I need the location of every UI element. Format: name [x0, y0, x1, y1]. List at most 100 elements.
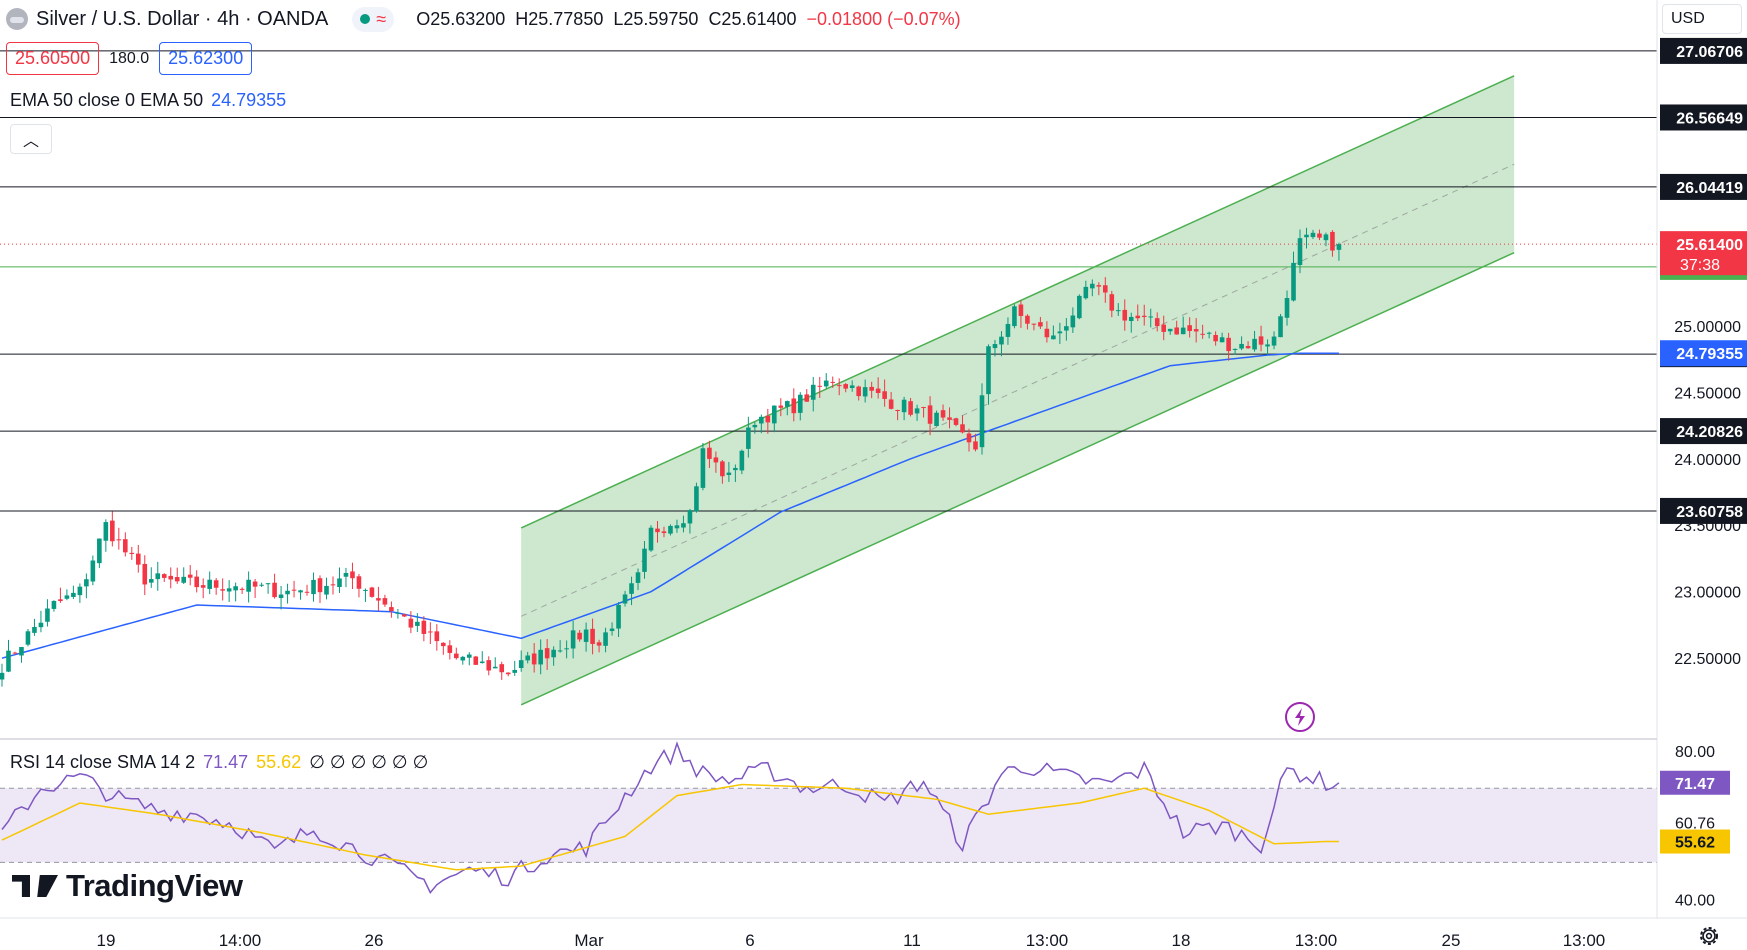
market-open-dot-icon — [360, 14, 371, 24]
candle-body-192 — [1245, 345, 1251, 349]
candle-body-55 — [356, 576, 362, 589]
ema-50-line — [1, 352, 1339, 659]
candle-body-76 — [492, 666, 498, 669]
collapse-legend-button[interactable]: ︿ — [10, 124, 52, 154]
candle-body-133 — [862, 387, 868, 397]
candle-body-66 — [428, 631, 433, 633]
market-status[interactable]: ≈ — [352, 6, 395, 32]
candle-body-194 — [1258, 336, 1264, 345]
level-tag-6: 23.60758 — [1676, 504, 1743, 521]
candle-body-81 — [525, 655, 530, 661]
candle-body-182 — [1180, 327, 1186, 335]
candle-body-197 — [1278, 316, 1283, 338]
tradingview-logo-icon — [12, 873, 58, 899]
spread-value: 180.0 — [109, 49, 150, 67]
candles — [0, 227, 1342, 687]
candle-body-143 — [927, 405, 933, 424]
candle-body-77 — [499, 664, 505, 673]
time-label-0: 19 — [97, 931, 116, 950]
candle-body-28 — [181, 576, 187, 583]
candle-body-128 — [830, 381, 836, 383]
candle-body-120 — [778, 405, 784, 408]
candle-body-119 — [772, 405, 777, 424]
ema-label: EMA 50 close 0 EMA 50 — [10, 90, 204, 110]
candle-body-71 — [460, 656, 466, 661]
candle-body-57 — [369, 587, 375, 597]
time-label-6: 13:00 — [1026, 931, 1069, 950]
candle-body-107 — [694, 486, 699, 512]
ema-value: 24.79355 — [211, 90, 287, 110]
channel-fill — [521, 75, 1515, 705]
candle-body-63 — [408, 618, 414, 628]
candle-body-127 — [823, 380, 829, 387]
candle-body-5 — [32, 626, 37, 633]
rsi-pane — [0, 741, 1657, 894]
candle-body-125 — [810, 384, 816, 400]
ema-legend[interactable]: EMA 50 close 0 EMA 50 24.79355 — [10, 90, 286, 111]
candle-body-87 — [564, 648, 569, 650]
trade-buttons: 25.60500 180.0 25.62300 — [6, 42, 253, 75]
ohlc-values: O25.63200 H25.77850 L25.59750 C25.61400 … — [416, 9, 960, 30]
candle-body-181 — [1174, 327, 1179, 335]
candle-body-153 — [992, 344, 998, 349]
candle-body-161 — [1044, 328, 1050, 338]
candle-body-170 — [1103, 285, 1108, 293]
candle-body-24 — [155, 573, 161, 580]
channel-median-line — [520, 163, 1515, 617]
candle-body-167 — [1083, 286, 1089, 299]
candle-body-2 — [12, 652, 18, 654]
regression-channel — [520, 75, 1515, 706]
rsi-legend[interactable]: RSI 14 close SMA 14 2 71.47 55.62 ∅ ∅ ∅ ∅ ∅… — [10, 752, 428, 773]
symbol-title[interactable]: Silver / U.S. Dollar · 4h · OANDA — [36, 7, 329, 30]
tradingview-logo[interactable]: TradingView — [12, 868, 243, 904]
candle-body-122 — [791, 398, 797, 414]
candle-body-3 — [19, 647, 24, 656]
candle-body-204 — [1323, 234, 1329, 241]
candle-body-193 — [1252, 338, 1257, 350]
time-label-8: 13:00 — [1295, 931, 1338, 950]
candle-body-30 — [194, 576, 199, 588]
candle-body-141 — [914, 408, 920, 414]
candle-body-44 — [285, 590, 290, 595]
candle-body-178 — [1154, 318, 1160, 327]
price-tick-4: 23.00000 — [1674, 585, 1741, 602]
candle-body-10 — [64, 595, 70, 599]
rsi-value-tag: 71.47 — [1675, 776, 1715, 793]
buy-button[interactable]: 25.62300 — [159, 42, 253, 75]
rsi-sma-line — [1, 783, 1339, 871]
candle-body-50 — [324, 585, 329, 595]
candle-body-138 — [895, 410, 900, 412]
currency-selector[interactable]: USD — [1662, 4, 1742, 34]
candle-body-201 — [1304, 234, 1309, 238]
low-value: L25.59750 — [613, 8, 699, 29]
ema-price-tag-bg — [1660, 340, 1747, 367]
candle-body-174 — [1128, 316, 1134, 322]
level-tag-0: 27.06706 — [1676, 44, 1743, 61]
sell-button[interactable]: 25.60500 — [6, 42, 100, 75]
rsi-tick-3: 40.00 — [1675, 892, 1715, 909]
rsi-tick-0: 80.00 — [1675, 744, 1715, 761]
candle-body-190 — [1232, 348, 1238, 350]
candle-body-188 — [1219, 337, 1225, 343]
candle-body-22 — [142, 563, 148, 585]
candle-body-152 — [986, 346, 991, 395]
candle-body-70 — [454, 653, 459, 659]
candle-body-186 — [1206, 332, 1212, 334]
candle-body-172 — [1115, 310, 1121, 312]
level-tag-5-bg — [1660, 418, 1747, 445]
candle-body-168 — [1090, 283, 1095, 289]
gear-icon[interactable] — [1697, 924, 1721, 948]
candle-body-13 — [84, 579, 89, 587]
candle-body-80 — [518, 660, 524, 669]
time-label-2: 26 — [365, 931, 384, 950]
candle-body-27 — [174, 577, 180, 582]
rsi-sma-value-tag-bg — [1660, 829, 1730, 854]
price-tick-1: 24.50000 — [1674, 385, 1741, 402]
candle-body-21 — [135, 553, 141, 565]
candle-body-1 — [6, 650, 11, 672]
candle-body-18 — [116, 539, 122, 541]
level-tag-2: 26.04419 — [1676, 180, 1743, 197]
candle-body-179 — [1161, 324, 1167, 332]
last-price-tag: 25.61400 — [1676, 237, 1743, 254]
